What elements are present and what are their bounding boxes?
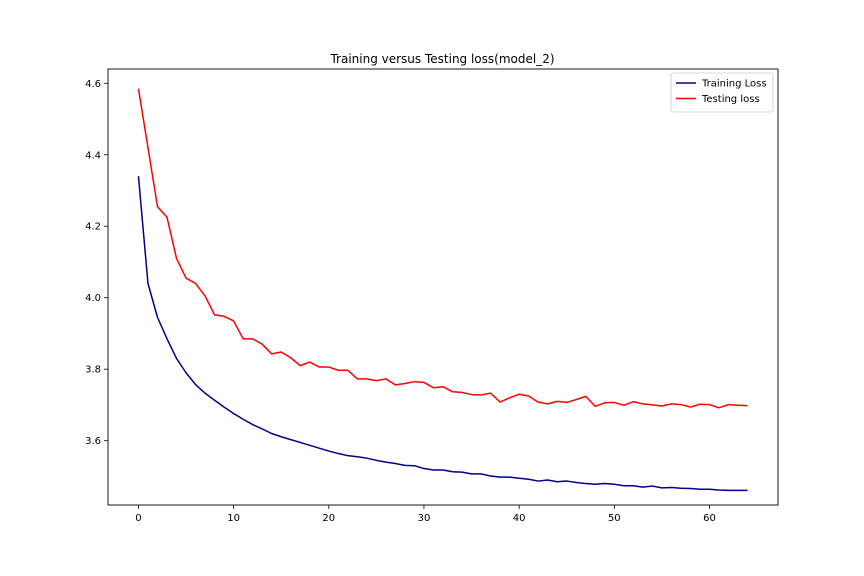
y-tick-label: 4.0 [85, 293, 101, 304]
plot-area-frame [107, 68, 779, 506]
x-tick-label: 10 [227, 513, 240, 524]
x-tick-label: 40 [513, 513, 526, 524]
y-tick-label: 3.8 [85, 365, 101, 376]
y-tick-label: 4.6 [85, 79, 101, 90]
x-tick-label: 60 [703, 513, 716, 524]
legend-box [670, 72, 774, 113]
y-tick-label: 4.2 [85, 222, 101, 233]
series-layer [137, 88, 748, 492]
legend-label: Testing loss [701, 94, 760, 105]
x-axis-ticks: 0 10 20 30 40 50 60 [135, 505, 716, 524]
legend-label: Training Loss [701, 79, 767, 90]
x-tick-label: 20 [322, 513, 335, 524]
x-tick-label: 50 [608, 513, 621, 524]
y-tick-label: 4.4 [85, 150, 101, 161]
series-line-testing-loss [137, 88, 748, 409]
y-axis-ticks: 3.6 3.8 4.0 4.2 4.4 4.6 [85, 79, 108, 447]
chart-title: Training versus Testing loss(model_2) [329, 52, 554, 66]
x-tick-label: 0 [135, 513, 141, 524]
series-line-training-loss [137, 176, 748, 492]
x-tick-label: 30 [418, 513, 431, 524]
legend: Training Loss Testing loss [670, 72, 774, 113]
y-tick-label: 3.6 [85, 436, 101, 447]
